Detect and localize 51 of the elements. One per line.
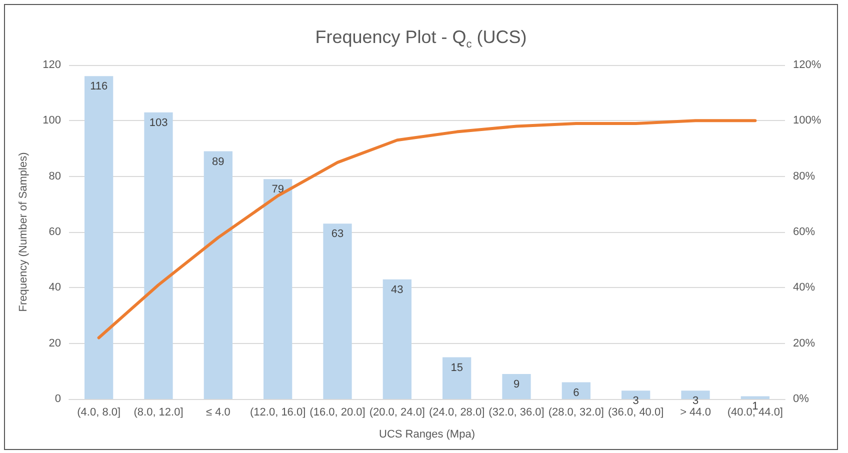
y-tick-label: 120 — [42, 59, 61, 71]
bar — [323, 224, 352, 399]
x-tick-label: (20.0, 24.0] — [369, 406, 425, 418]
y-tick-label: 60 — [48, 226, 61, 238]
x-tick-label: > 44.0 — [680, 406, 711, 418]
bar — [264, 179, 292, 399]
bar — [562, 382, 590, 399]
y-tick-label: 20 — [48, 337, 61, 350]
data-label: 15 — [450, 362, 463, 374]
y2-tick-label: 60% — [793, 226, 816, 238]
data-label: 43 — [391, 284, 404, 296]
x-tick-label: (28.0, 32.0] — [548, 406, 604, 418]
y2-tick-label: 0% — [793, 393, 810, 405]
data-label: 3 — [692, 395, 699, 408]
x-tick-label: (36.0, 40.0] — [608, 406, 664, 418]
y2-tick-label: 20% — [793, 337, 816, 350]
data-label: 103 — [149, 116, 168, 129]
y2-tick-label: 120% — [793, 59, 822, 71]
data-label: 63 — [331, 228, 344, 240]
x-tick-label: (8.0, 12.0] — [134, 406, 184, 418]
y2-tick-label: 80% — [793, 170, 816, 182]
y2-tick-label: 100% — [793, 114, 822, 127]
x-axis-title: UCS Ranges (Mpa) — [379, 428, 475, 440]
data-label: 89 — [212, 156, 224, 168]
bar — [740, 396, 770, 399]
bar — [442, 357, 472, 399]
data-label: 79 — [272, 184, 284, 196]
y-tick-label: 40 — [48, 282, 61, 294]
bar — [144, 112, 173, 399]
data-label: 3 — [632, 395, 639, 408]
bar — [204, 151, 232, 399]
line-series — [97, 119, 757, 340]
x-tick-label: (32.0, 36.0] — [488, 406, 544, 418]
chart-title: Frequency Plot - Q$_{c}$ (UCS) — [314, 27, 528, 51]
y-tick-label: 100 — [42, 114, 61, 127]
data-label: 9 — [513, 378, 520, 390]
data-label: 116 — [90, 80, 108, 93]
y-axis-title: Frequency (Number of Samples) — [18, 152, 30, 312]
x-tick-label: (24.0, 28.0] — [429, 406, 485, 418]
x-tick-label: ≤ 4.0 — [206, 406, 230, 418]
y2-tick-label: 40% — [793, 282, 816, 294]
y-tick-label: 80 — [48, 170, 61, 182]
bar — [382, 279, 412, 399]
x-tick-label: (4.0, 8.0] — [77, 406, 121, 418]
x-tick-label: (12.0, 16.0] — [250, 406, 306, 418]
bar — [84, 76, 114, 399]
data-label: 6 — [573, 386, 580, 399]
data-label: 1 — [752, 400, 758, 413]
bar — [502, 374, 531, 399]
y-tick-label: 0 — [54, 393, 61, 405]
x-tick-label: (16.0, 20.0] — [310, 406, 366, 418]
